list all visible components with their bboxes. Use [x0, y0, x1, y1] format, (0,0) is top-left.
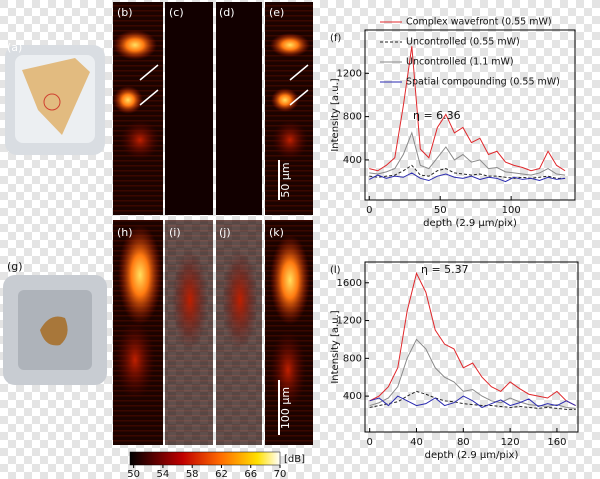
- annotation: η = 6.36: [413, 109, 461, 122]
- panel-label: (f): [330, 33, 341, 44]
- x-axis-label: depth (2.9 μm/pix): [425, 450, 519, 461]
- x-tick-label: 120: [501, 437, 520, 448]
- colorbar-tick-label: 58: [186, 469, 199, 479]
- colorbar-tick-label: 70: [274, 469, 287, 479]
- colorbar-unit: [dB]: [284, 454, 305, 465]
- panel-label: (d): [219, 6, 235, 19]
- panel-label: (h): [117, 226, 133, 239]
- legend-label: Spatial compounding (0.55 mW): [406, 77, 560, 88]
- x-axis-label: depth (2.9 μm/pix): [423, 218, 517, 229]
- legend-label: Complex wavefront (0.55 mW): [406, 17, 552, 28]
- photo-a: [5, 45, 105, 155]
- colorbar-tick-label: 50: [127, 469, 140, 479]
- y-tick-label: 1200: [337, 316, 362, 327]
- series-line: [369, 46, 566, 172]
- panel-label: (l): [330, 265, 341, 276]
- y-tick-label: 400: [343, 155, 362, 166]
- y-tick-label: 1200: [337, 68, 362, 79]
- plot-frame: [364, 261, 579, 433]
- y-tick-label: 1600: [337, 278, 362, 289]
- panel-label: (c): [169, 6, 184, 19]
- x-tick-label: 0: [366, 437, 372, 448]
- x-tick-label: 160: [547, 437, 566, 448]
- panel-label: (e): [269, 6, 284, 19]
- scale-bar-label: 100 μm: [279, 387, 292, 429]
- x-tick-label: 40: [410, 437, 423, 448]
- colorbar-tick-label: 54: [157, 469, 170, 479]
- x-tick-label: 0: [366, 205, 372, 216]
- series-line: [369, 395, 576, 409]
- x-tick-label: 80: [457, 437, 470, 448]
- panel-label: (i): [169, 226, 181, 239]
- legend-label: Uncontrolled (0.55 mW): [406, 37, 520, 48]
- annotation: η = 5.37: [421, 263, 469, 276]
- y-tick-label: 800: [343, 353, 362, 364]
- y-axis-label: Intensity [a.u.]: [330, 310, 341, 383]
- series-line: [369, 172, 566, 183]
- y-tick-label: 800: [343, 112, 362, 123]
- panel-label: (j): [219, 226, 231, 239]
- plot-frame: [364, 29, 576, 201]
- series-line: [369, 271, 576, 407]
- x-tick-label: 100: [502, 205, 521, 216]
- y-tick-label: 400: [343, 391, 362, 402]
- series-line: [369, 131, 566, 176]
- colorbar-tick-label: 62: [215, 469, 228, 479]
- panel-label: (b): [117, 6, 133, 19]
- photo-g: [3, 275, 107, 385]
- series-line: [369, 390, 576, 410]
- legend-label: Uncontrolled (1.1 mW): [406, 57, 514, 68]
- colorbar-tick-label: 66: [244, 469, 257, 479]
- image-panels: [113, 2, 313, 445]
- scale-bar-label: 50 μm: [279, 162, 292, 197]
- y-axis-label: Intensity [a.u.]: [330, 78, 341, 151]
- panel-label: (k): [269, 226, 284, 239]
- panel-label: (a): [7, 41, 22, 54]
- colorbar: [129, 451, 281, 466]
- x-tick-label: 50: [434, 205, 447, 216]
- panel-label: (g): [7, 260, 23, 273]
